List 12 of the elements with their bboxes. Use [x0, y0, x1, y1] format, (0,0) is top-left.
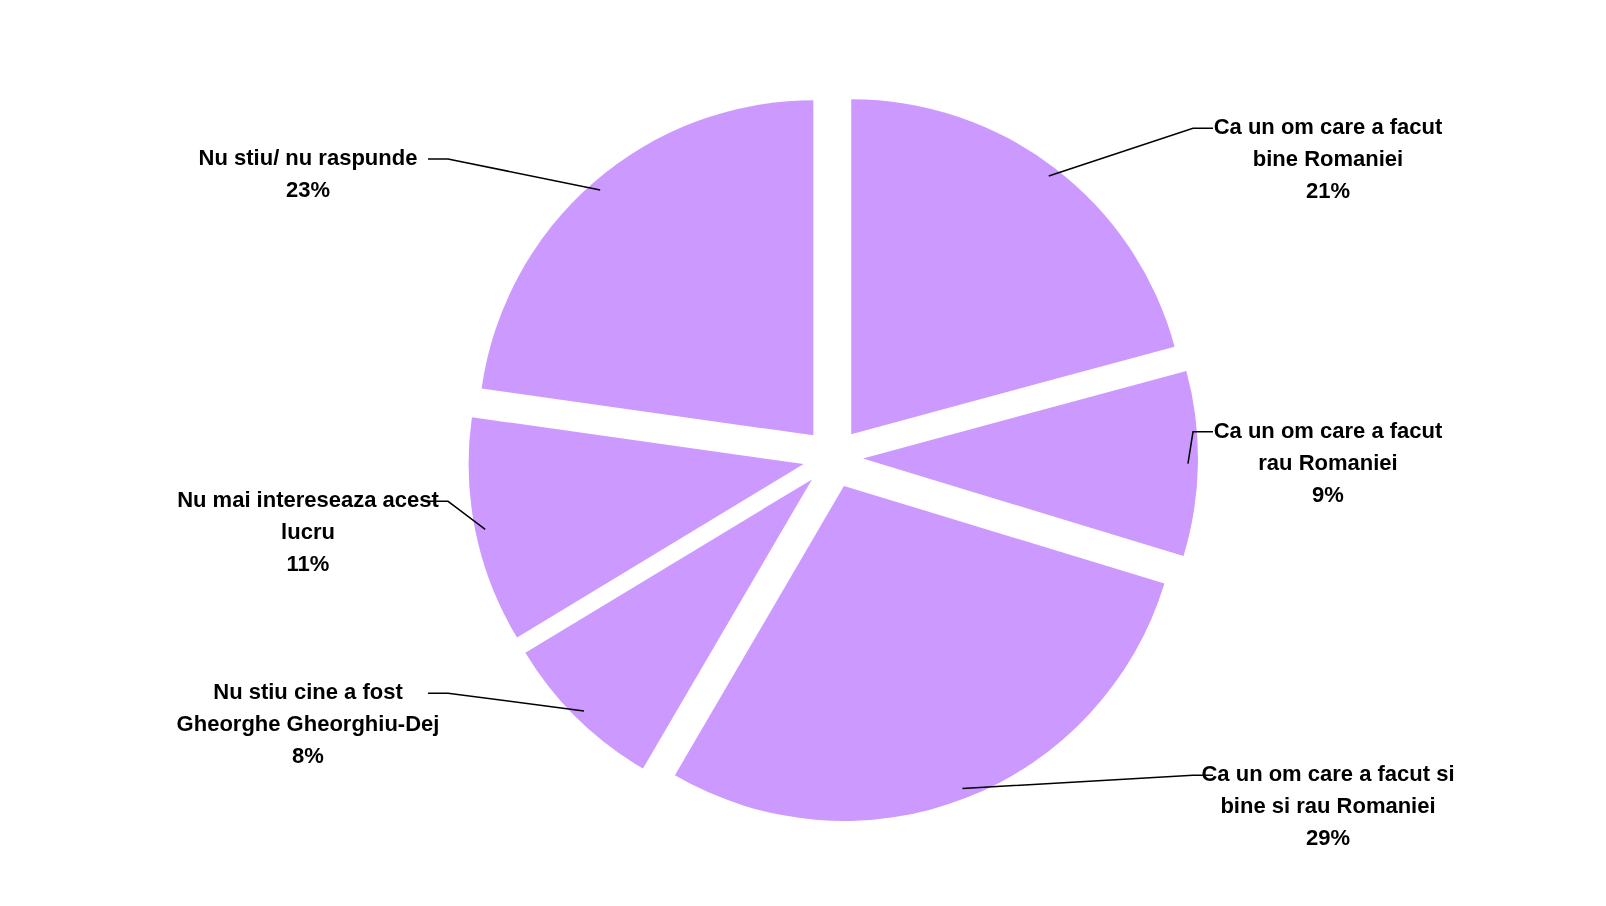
data-label: 9% — [1312, 481, 1344, 507]
slice-label: Ca un om care a facut rau Romaniei — [1213, 417, 1443, 475]
slice-label: Nu stiu/ nu raspunde — [198, 144, 418, 170]
data-label: 11% — [286, 551, 330, 577]
slice-label: Nu stiu cine a fost Gheorghe Gheorghiu-Dej — [176, 679, 440, 737]
data-label: 29% — [1305, 824, 1351, 850]
slice-label: Nu mai intereseaza acest lucru — [177, 487, 440, 545]
slice-label: Ca un om care a facut bine Romaniei — [1213, 114, 1443, 172]
data-label: 21% — [1305, 178, 1351, 204]
data-label: 8% — [292, 743, 324, 769]
data-label: 23% — [285, 176, 331, 202]
slice-label: Ca un om care a facut si bine si rau Romaniei — [1201, 760, 1455, 818]
